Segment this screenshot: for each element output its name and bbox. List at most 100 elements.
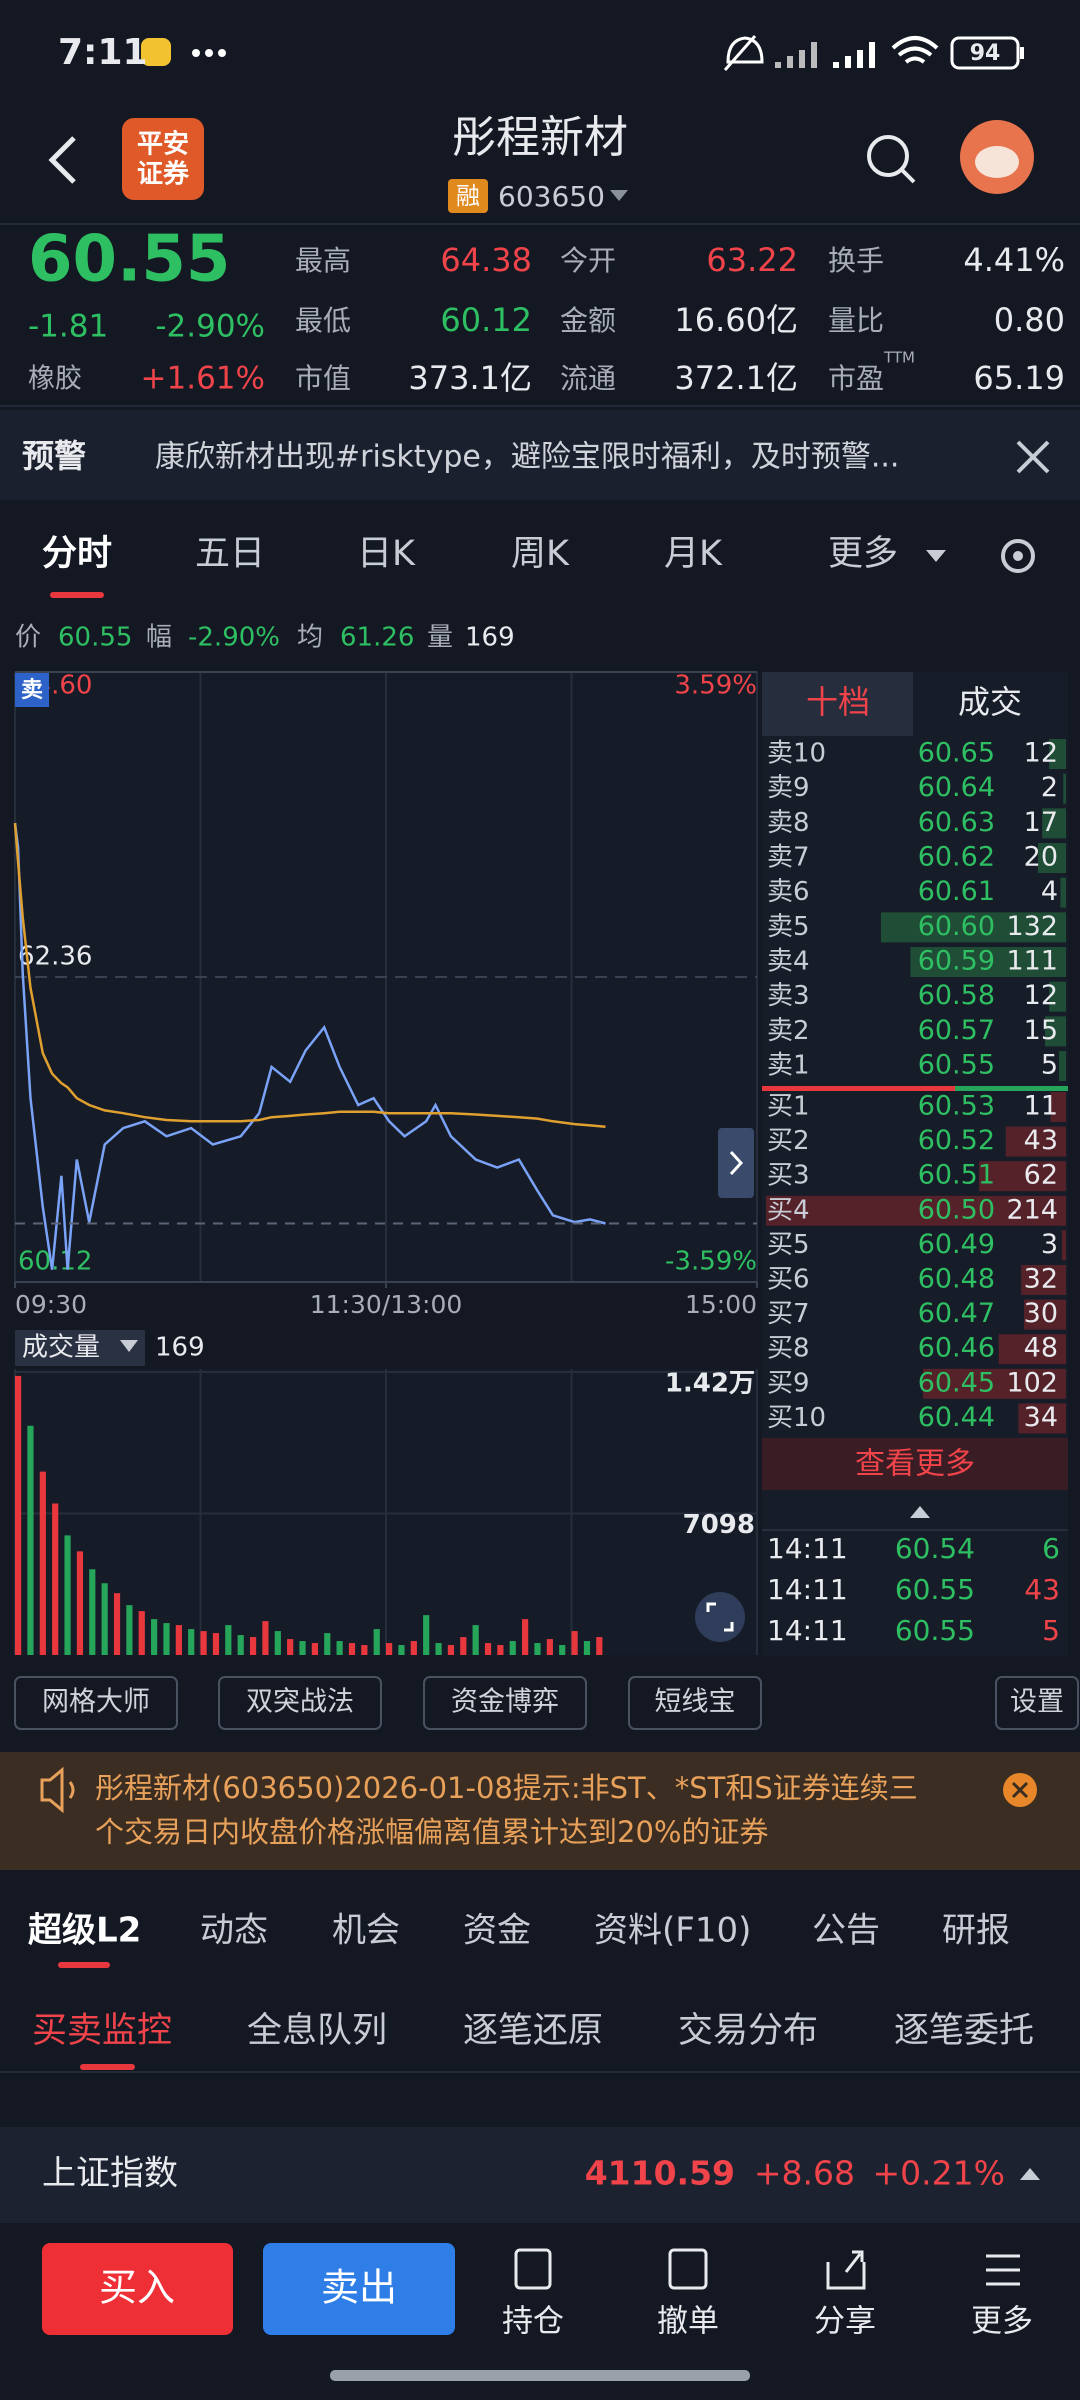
alert-bar[interactable] <box>0 410 1080 500</box>
book-separator-green <box>955 1086 1068 1091</box>
order-tab[interactable]: 成交 <box>958 683 1022 721</box>
alert-label: 预警 <box>22 437 86 475</box>
tool-button[interactable] <box>218 1676 382 1730</box>
chart-tab[interactable]: 分时 <box>42 534 112 574</box>
sub-tab[interactable]: 全息队列 <box>247 2011 387 2051</box>
expand-button[interactable] <box>718 1128 754 1198</box>
volume-bar <box>583 1641 591 1655</box>
book-price: 60.60 <box>918 911 995 942</box>
broker-logo <box>122 118 204 200</box>
order-tab-selected[interactable] <box>762 672 913 736</box>
book-price: 60.64 <box>918 772 995 803</box>
book-level: 买2 <box>767 1126 810 1156</box>
bottom-nav-label[interactable]: 持仓 <box>502 2304 564 2340</box>
book-price: 60.46 <box>918 1333 995 1364</box>
section-tab[interactable]: 资金 <box>463 1911 531 1951</box>
back-button[interactable] <box>48 136 76 184</box>
alert-close[interactable] <box>1016 440 1050 474</box>
order-tab[interactable]: 十档 <box>806 683 870 721</box>
book-volume: 32 <box>1024 1264 1058 1295</box>
volume-bar <box>484 1643 492 1655</box>
status-dot <box>205 49 213 57</box>
depth-bar <box>923 1368 1066 1399</box>
y-tick-label: 62.36 <box>18 942 92 972</box>
volume-label[interactable]: 成交量 <box>22 1333 100 1363</box>
volume-bar <box>373 1629 380 1655</box>
book-price: 60.49 <box>918 1229 995 1260</box>
tool-button[interactable] <box>628 1676 762 1730</box>
fullscreen-button[interactable] <box>695 1592 745 1642</box>
bottom-nav-label[interactable]: 分享 <box>814 2304 876 2340</box>
chart-tab[interactable]: 日K <box>357 534 416 574</box>
book-level: 买9 <box>767 1368 810 1398</box>
more-label[interactable]: 查看更多 <box>855 1447 975 1482</box>
section-tab[interactable]: 动态 <box>200 1911 268 1951</box>
book-level: 买10 <box>767 1403 826 1433</box>
chart-tab[interactable]: 周K <box>511 534 570 574</box>
sub-tab[interactable]: 逐笔还原 <box>463 2011 603 2051</box>
book-volume: 62 <box>1024 1160 1058 1191</box>
more-dropdown[interactable] <box>926 550 946 562</box>
trade-volume: 6 <box>1042 1532 1060 1565</box>
search-button[interactable] <box>867 135 909 177</box>
sub-tab[interactable]: 买卖监控 <box>32 2011 172 2051</box>
bottom-nav-label[interactable]: 更多 <box>971 2304 1033 2340</box>
section-tab[interactable]: 公告 <box>812 1911 880 1951</box>
chart-tab[interactable]: 月K <box>664 534 723 574</box>
tool-label[interactable]: 资金博弈 <box>451 1687 559 1718</box>
volume-bar <box>175 1625 182 1655</box>
tool-label[interactable]: 双突战法 <box>246 1687 354 1718</box>
volume-bar <box>52 1503 59 1655</box>
price-change-pct: -2.90% <box>155 309 265 345</box>
more-button[interactable] <box>762 1438 1068 1490</box>
bottom-nav-label[interactable]: 撤单 <box>657 2304 719 2340</box>
depth-bar <box>1049 981 1066 1012</box>
tool-button[interactable] <box>423 1676 587 1730</box>
tool-button[interactable] <box>995 1676 1079 1730</box>
sub-tab[interactable]: 逐笔委托 <box>894 2011 1034 2051</box>
volume-bar <box>336 1641 343 1655</box>
depth-bar <box>979 1161 1066 1192</box>
tool-button[interactable] <box>14 1676 178 1730</box>
tool-label[interactable]: 设置 <box>1010 1687 1064 1718</box>
home-indicator <box>330 2370 750 2381</box>
sell-label[interactable]: 卖出 <box>321 2266 397 2310</box>
index-name: 上证指数 <box>42 2154 178 2194</box>
book-price: 60.52 <box>918 1125 995 1156</box>
chart-tab[interactable]: 更多 <box>828 534 898 574</box>
trade-time: 14:11 <box>767 1532 848 1565</box>
trade-price: 60.54 <box>895 1532 975 1565</box>
index-bar[interactable] <box>0 2127 1080 2223</box>
sub-tab[interactable]: 交易分布 <box>678 2011 818 2051</box>
section-tab[interactable]: 超级L2 <box>28 1911 141 1951</box>
buy-button[interactable] <box>42 2243 233 2335</box>
status-mute-icon <box>723 35 764 71</box>
alert-text[interactable]: 康欣新材出现#risktype，避险宝限时福利，及时预警... <box>155 440 899 475</box>
volume-bar <box>39 1471 46 1655</box>
tool-label[interactable]: 网格大师 <box>42 1687 150 1718</box>
chart-tab[interactable]: 五日 <box>195 534 265 574</box>
status-time: 7:11 <box>58 32 148 73</box>
volume-bar <box>163 1623 170 1655</box>
collapse-arrow[interactable] <box>910 1506 930 1518</box>
trade-time: 14:11 <box>767 1614 848 1647</box>
volume-bar <box>460 1637 467 1655</box>
section-tab[interactable]: 研报 <box>942 1911 1010 1951</box>
section-tab[interactable]: 资料(F10) <box>594 1911 751 1951</box>
volume-selector[interactable] <box>15 1330 145 1366</box>
section-tab[interactable]: 机会 <box>332 1911 400 1951</box>
tool-label[interactable]: 短线宝 <box>655 1687 736 1718</box>
book-level: 卖2 <box>767 1016 810 1046</box>
code-dropdown[interactable] <box>610 190 628 201</box>
y-tick-label: 60.12 <box>18 1247 92 1277</box>
book-level: 买4 <box>767 1195 810 1225</box>
info-label: 均 <box>297 623 323 653</box>
buy-label[interactable]: 买入 <box>99 2266 175 2310</box>
book-volume: 214 <box>1006 1194 1058 1225</box>
settings-gear[interactable] <box>1001 539 1035 573</box>
book-separator-red <box>762 1086 955 1091</box>
sell-button[interactable] <box>263 2243 455 2335</box>
book-volume: 12 <box>1024 980 1058 1011</box>
volume-bar <box>571 1631 578 1655</box>
volume-current: 169 <box>155 1333 205 1363</box>
